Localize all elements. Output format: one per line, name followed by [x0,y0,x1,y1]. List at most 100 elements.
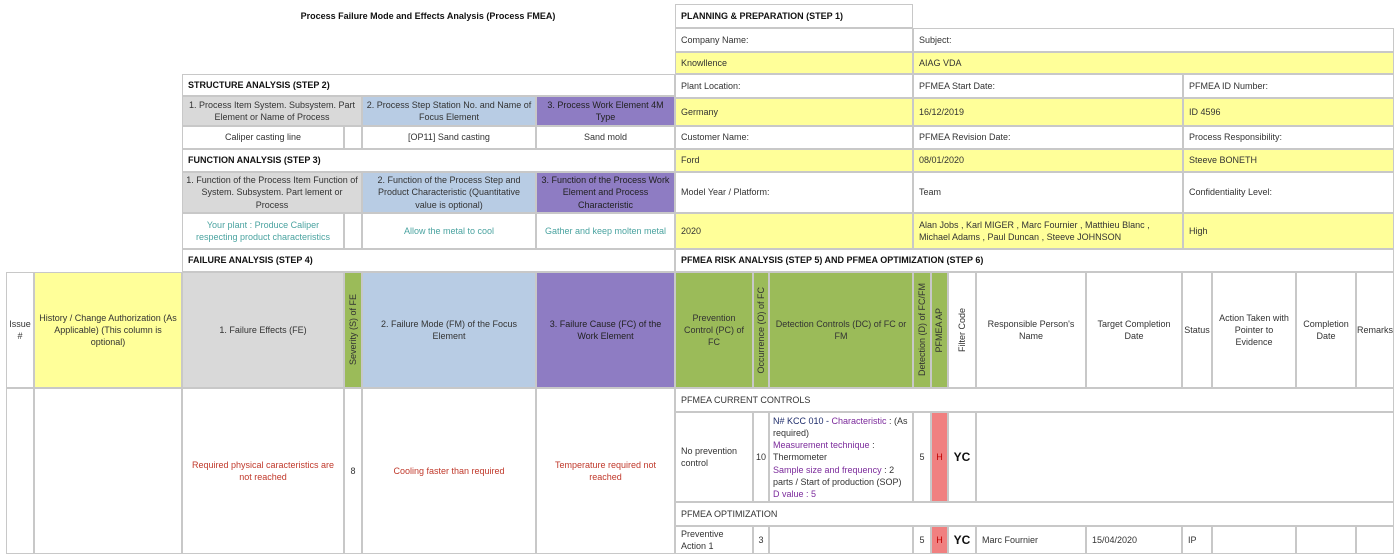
responsibility-label: Process Responsibility: [1183,126,1394,149]
structure-work-element-value[interactable]: Sand mold [536,126,675,149]
company-label: Company Name: [675,28,913,52]
failure-header: FAILURE ANALYSIS (STEP 4) [182,249,675,272]
col-severity: Severity (S) of FE [344,272,362,388]
current-empty-cell [976,412,1394,502]
structure-col-process-step: 2. Process Step Station No. and Name of … [362,96,536,126]
confidentiality-label: Confidentiality Level: [1183,172,1394,213]
optimization-occurrence-value[interactable]: 3 [753,526,769,554]
structure-header: STRUCTURE ANALYSIS (STEP 2) [182,74,675,96]
col-occurrence-text: Occurrence (O) of FC [755,286,766,374]
col-action-taken: Action Taken with Pointer to Evidence [1212,272,1296,388]
dc-sample-value-text: : 2 parts / Start of production (SOP) [773,464,902,487]
col-prevention-control: Prevention Control (PC) of FC [675,272,753,388]
col-issue-number: Issue # [6,272,34,388]
col-status: Status [1182,272,1212,388]
severity-value[interactable]: 8 [344,388,362,554]
plant-label: Plant Location: [675,74,913,98]
optimization-status-value[interactable]: IP [1182,526,1212,554]
dc-line-sample: Sample size and frequency : 2 parts / St… [773,464,910,488]
subject-value[interactable]: AIAG VDA [913,52,1394,74]
col-detection-text: Detection (D) of FC/FM [916,283,927,377]
history-cell[interactable] [34,388,182,554]
function-work-element-value[interactable]: Gather and keep molten metal [536,213,675,249]
optimization-completion-date-value[interactable] [1296,526,1356,554]
revision-date-value[interactable]: 08/01/2020 [913,149,1183,172]
optimization-detection-controls-value[interactable] [769,526,913,554]
optimization-target-date-value[interactable]: 15/04/2020 [1086,526,1182,554]
current-detection-value[interactable]: 5 [913,412,931,502]
optimization-filter-code-value[interactable]: YC [948,526,976,554]
function-col-step: 2. Function of the Process Step and Prod… [362,172,536,213]
col-detection: Detection (D) of FC/FM [913,272,931,388]
dc-measurement-text: Measurement technique [773,440,870,451]
col-failure-cause: 3. Failure Cause (FC) of the Work Elemen… [536,272,675,388]
structure-process-item-value[interactable]: Caliper casting line [182,126,344,149]
dc-thermometer-text: : Thermometer [773,440,875,463]
planning-header: PLANNING & PREPARATION (STEP 1) [675,4,913,28]
id-number-label: PFMEA ID Number: [1183,74,1394,98]
issue-number-cell[interactable] [6,388,34,554]
col-failure-effects: 1. Failure Effects (FE) [182,272,344,388]
dc-line-characteristic: N# KCC 010 - Characteristic : (As requir… [773,415,910,439]
failure-effects-value[interactable]: Required physical caracteristics are not… [182,388,344,554]
function-header: FUNCTION ANALYSIS (STEP 3) [182,149,675,172]
optimization-ap-value[interactable]: H [931,526,948,554]
dc-required-text: : (As required) [773,416,908,439]
company-value[interactable]: Knowllence [675,52,913,74]
optimization-remarks-value[interactable] [1356,526,1394,554]
structure-col-work-element: 3. Process Work Element 4M Type [536,96,675,126]
team-value[interactable]: Alan Jobs , Karl MIGER , Marc Fournier ,… [913,213,1183,249]
current-occurrence-value[interactable]: 10 [753,412,769,502]
responsibility-value[interactable]: Steeve BONETH [1183,149,1394,172]
optimization-responsible-value[interactable]: Marc Fournier [976,526,1086,554]
optimization-header: PFMEA OPTIMIZATION [675,502,1394,526]
failure-cause-value[interactable]: Temperature required not reached [536,388,675,554]
dc-line-d-value: D value : 5 [773,488,817,499]
failure-mode-value[interactable]: Cooling faster than required [362,388,536,554]
optimization-action-taken-value[interactable] [1212,526,1296,554]
function-col-item: 1. Function of the Process Item Function… [182,172,362,213]
col-pfmea-ap-text: PFMEA AP [934,307,945,353]
col-pfmea-ap: PFMEA AP [931,272,948,388]
function-col-work-element: 3. Function of the Process Work Element … [536,172,675,213]
confidentiality-value[interactable]: High [1183,213,1394,249]
current-prevention-value[interactable]: No prevention control [675,412,753,502]
col-failure-mode: 2. Failure Mode (FM) of the Focus Elemen… [362,272,536,388]
model-year-value[interactable]: 2020 [675,213,913,249]
customer-value[interactable]: Ford [675,149,913,172]
start-date-value[interactable]: 16/12/2019 [913,98,1183,126]
col-remarks: Remarks [1356,272,1394,388]
col-filter-code: Filter Code [948,272,976,388]
dc-kcc-text: N# KCC 010 - [773,416,832,426]
start-date-label: PFMEA Start Date: [913,74,1183,98]
page-title: Process Failure Mode and Effects Analysi… [300,10,556,21]
dc-line-measurement: Measurement technique : Thermometer [773,439,910,463]
col-occurrence: Occurrence (O) of FC [753,272,769,388]
revision-date-label: PFMEA Revision Date: [913,126,1183,149]
customer-label: Customer Name: [675,126,913,149]
model-year-label: Model Year / Platform: [675,172,913,213]
col-target-date: Target Completion Date [1086,272,1182,388]
risk-header: PFMEA RISK ANALYSIS (STEP 5) AND PFMEA O… [675,249,1394,272]
id-number-value[interactable]: ID 4596 [1183,98,1394,126]
optimization-prevention-value[interactable]: Preventive Action 1 [675,526,753,554]
subject-label: Subject: [913,28,1394,52]
col-detection-controls: Detection Controls (DC) of FC or FM [769,272,913,388]
structure-col-process-item: 1. Process Item System. Subsystem. Part … [182,96,362,126]
optimization-detection-value[interactable]: 5 [913,526,931,554]
function-item-value[interactable]: Your plant : Produce Caliper respecting … [182,213,344,249]
current-controls-header: PFMEA CURRENT CONTROLS [675,388,1394,412]
plant-value[interactable]: Germany [675,98,913,126]
col-responsible: Responsible Person's Name [976,272,1086,388]
current-ap-value[interactable]: H [931,412,948,502]
current-detection-controls-value[interactable]: N# KCC 010 - Characteristic : (As requir… [769,412,913,502]
structure-process-step-value[interactable]: [OP11] Sand casting [362,126,536,149]
current-filter-code-value[interactable]: YC [948,412,976,502]
team-label: Team [913,172,1183,213]
function-step-value[interactable]: Allow the metal to cool [362,213,536,249]
dc-characteristic-text: Characteristic [831,416,887,426]
col-completion-date: Completion Date [1296,272,1356,388]
col-history: History / Change Authorization (As Appli… [34,272,182,388]
dc-sample-text: Sample size and frequency [773,464,882,475]
col-filter-code-text: Filter Code [956,307,967,352]
